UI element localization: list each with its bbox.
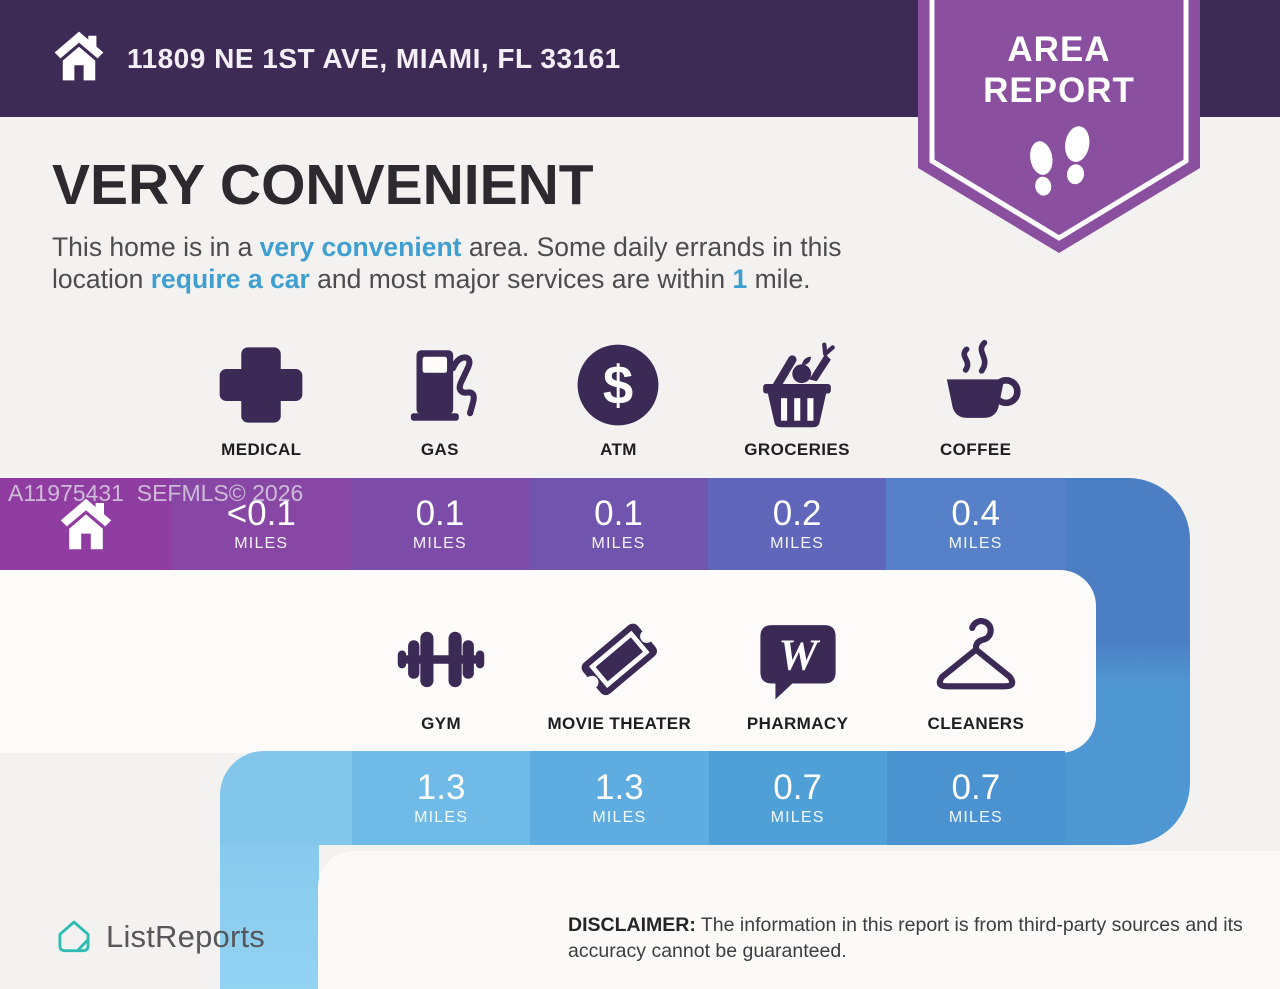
distance-segment-gas: 0.1 MILES	[350, 478, 530, 570]
distance-value: 0.7	[773, 767, 822, 807]
atm-dollar-icon: $	[578, 344, 659, 426]
property-address: 11809 NE 1ST AVE, MIAMI, FL 33161	[127, 43, 621, 74]
distance-unit: MILES	[412, 534, 467, 552]
movie-ticket-icon	[582, 623, 658, 696]
distance-segment-pharmacy: 0.7 MILES	[708, 751, 887, 845]
route-corner-segment	[220, 751, 352, 845]
distance-segment-movie-theater: 1.3 MILES	[530, 751, 709, 845]
cleaners-hanger-icon	[936, 618, 1016, 690]
description-paragraph: This home is in a very convenient area. …	[52, 232, 922, 296]
distance-segment-medical: <0.1 MILES	[172, 478, 351, 570]
amenity-pharmacy: W PHARMACY	[709, 612, 887, 734]
listreports-logo: ListReports	[52, 915, 265, 959]
badge-line1: AREA	[1007, 30, 1111, 69]
coffee-cup-icon	[946, 339, 1021, 418]
distance-value: 0.4	[951, 493, 1000, 533]
desc-highlight-convenient: very convenient	[259, 232, 462, 262]
amenity-label: ATM	[600, 440, 637, 459]
distance-segment-gym: 1.3 MILES	[352, 751, 531, 845]
amenity-gas: GAS	[351, 338, 530, 460]
distance-unit: MILES	[414, 808, 469, 826]
middle-white-card	[0, 570, 1096, 753]
mls-watermark: A11975431 SEFMLS© 2026	[8, 480, 304, 506]
distance-segment-coffee: 0.4 MILES	[886, 478, 1065, 570]
distance-value: 0.7	[951, 767, 1001, 807]
amenity-cleaners: CLEANERS	[887, 612, 1065, 734]
disclaimer: DISCLAIMER: The information in this repo…	[568, 913, 1244, 964]
distance-segment-groceries: 0.2 MILES	[707, 478, 887, 570]
home-start-segment	[0, 478, 172, 570]
distance-value: <0.1	[226, 493, 296, 533]
amenity-label: PHARMACY	[746, 714, 849, 733]
amenity-label: MEDICAL	[221, 440, 302, 459]
distance-value: 0.2	[772, 493, 822, 533]
pharmacy-walgreens-icon: W	[760, 625, 836, 700]
amenity-coffee: COFFEE	[886, 338, 1065, 460]
distance-segment-cleaners: 0.7 MILES	[886, 751, 1065, 845]
amenity-icons-row1: MEDICAL GAS $ ATM	[172, 338, 1065, 460]
grocery-basket-icon	[763, 342, 835, 428]
footer-white-card	[318, 851, 1280, 989]
amenity-label: COFFEE	[939, 440, 1012, 459]
svg-text:W: W	[778, 630, 820, 679]
desc-highlight-one: 1	[732, 263, 748, 294]
distance-unit: MILES	[592, 808, 647, 826]
distance-value: 1.3	[595, 767, 644, 807]
disclaimer-label: DISCLAIMER:	[568, 914, 696, 936]
amenity-icons-row2: GYM MOVIE THEATER W PHARMACY	[352, 612, 1065, 734]
distance-bar-row2: 1.3 MILES 1.3 MILES 0.7 MILES 0.7 MILES	[220, 751, 1065, 845]
page-title: VERY CONVENIENT	[52, 153, 594, 217]
distance-unit: MILES	[770, 808, 825, 826]
distance-unit: MILES	[770, 534, 825, 552]
amenity-atm: $ ATM	[529, 338, 708, 460]
disclaimer-text: The information in this report is from t…	[568, 914, 1243, 962]
distance-value: 0.1	[594, 493, 643, 533]
medical-cross-icon	[219, 347, 303, 423]
amenity-gym: GYM	[352, 612, 530, 734]
amenity-label: MOVIE THEATER	[547, 714, 692, 733]
listreports-house-icon	[58, 920, 90, 953]
distance-unit: MILES	[948, 534, 1003, 552]
home-icon	[54, 31, 104, 81]
gas-pump-icon	[410, 350, 477, 421]
amenity-label: GROCERIES	[744, 440, 850, 459]
area-report-badge	[918, 0, 1200, 253]
desc-highlight-car: require a car	[150, 263, 310, 294]
desc-part4: mile.	[747, 263, 811, 294]
distance-unit: MILES	[948, 808, 1003, 826]
distance-bar-row1: <0.1 MILES 0.1 MILES 0.1 MILES 0.2 MILES…	[0, 478, 1065, 570]
distance-unit: MILES	[234, 534, 289, 552]
brand-name: ListReports	[106, 919, 265, 954]
distance-value: 0.1	[415, 493, 465, 533]
gym-dumbbell-icon	[397, 631, 485, 688]
distance-unit: MILES	[591, 534, 646, 552]
amenity-groceries: GROCERIES	[708, 338, 887, 460]
desc-part3: and most major services are within	[309, 263, 733, 294]
amenity-label: GAS	[420, 440, 459, 459]
desc-part2: area. Some daily errands in this locatio…	[52, 232, 842, 294]
distance-segment-atm: 0.1 MILES	[529, 478, 708, 570]
svg-text:$: $	[603, 355, 633, 416]
amenity-movie-theater: MOVIE THEATER	[530, 612, 708, 734]
distance-value: 1.3	[416, 767, 466, 807]
amenity-label: GYM	[421, 714, 462, 733]
amenity-medical: MEDICAL	[172, 338, 351, 460]
badge-title: AREA REPORT	[918, 30, 1200, 112]
badge-line2: REPORT	[983, 70, 1135, 110]
footprints-icon	[1030, 126, 1090, 196]
amenity-label: CLEANERS	[927, 714, 1025, 733]
desc-part1: This home is in a	[52, 232, 260, 262]
home-icon	[60, 498, 112, 550]
